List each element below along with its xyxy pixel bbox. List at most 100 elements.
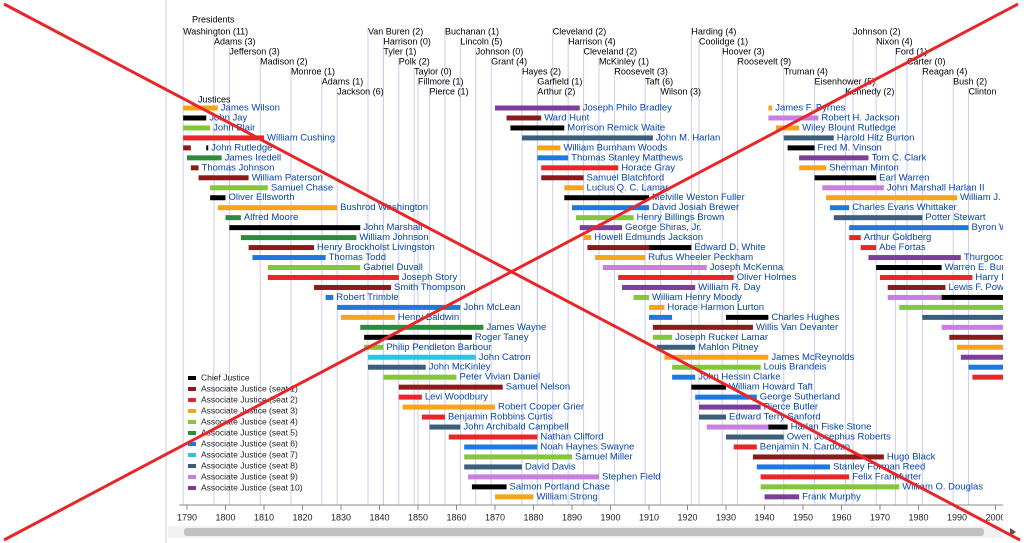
legend-label: Associate Justice (seat 4) [201, 416, 298, 426]
justice-label: Joseph Philo Bradley [583, 103, 672, 114]
term-bar [471, 484, 507, 490]
term-bar [325, 294, 334, 300]
justice-label: Joseph Story [402, 272, 458, 283]
term-bar [768, 424, 788, 430]
justice-label: Benjamin Robbins Curtis [448, 412, 553, 423]
x-tick-label: 1850 [408, 512, 428, 522]
president-label: Hayes (2) [522, 66, 561, 76]
term-bar [240, 235, 357, 241]
president-label: Harrison (4) [568, 36, 616, 46]
term-bar [572, 205, 649, 211]
term-bar [887, 284, 946, 290]
president-label: Monroe (1) [291, 66, 335, 76]
term-bar [922, 314, 1003, 320]
term-bar [183, 145, 191, 151]
justice-label: Melville Weston Fuller [652, 192, 745, 203]
term-bar [960, 354, 1003, 360]
term-bar [649, 304, 665, 310]
x-tick-label: 1860 [446, 512, 466, 522]
legend-swatch [188, 431, 196, 435]
x-tick-label: 1910 [639, 512, 659, 522]
term-bar [506, 115, 542, 121]
president-label: Kennedy (2) [845, 86, 894, 96]
term-bar [972, 374, 1003, 380]
justice-label: Roger Taney [475, 332, 529, 343]
justice-label: Samuel Blatchford [587, 172, 665, 183]
president-label: Cleveland (2) [584, 46, 638, 56]
justice-label: William J. Brennan [960, 192, 1024, 203]
term-bar [383, 374, 457, 380]
term-bar [225, 215, 241, 221]
term-bar [941, 324, 1003, 330]
president-label: Washington (11) [183, 26, 248, 36]
justice-label: Oliver Ellsworth [229, 192, 295, 203]
term-bar [510, 125, 565, 131]
justice-label: Philip Pendleton Barbour [386, 342, 491, 353]
x-tick-label: 1970 [870, 512, 890, 522]
legend-label: Associate Justice (seat 1) [201, 383, 298, 393]
term-bar [198, 175, 249, 181]
justice-label: Horace Harmon Lurton [667, 302, 764, 313]
justice-label: David Davis [525, 461, 576, 472]
justice-label: Mahlon Pitney [698, 342, 758, 353]
term-bar [672, 364, 761, 370]
president-label: Harrison (0) [383, 36, 431, 46]
justices-title: Justices [198, 94, 231, 104]
justice-label: Frank Murphy [802, 491, 861, 502]
presidents-title: Presidents [192, 14, 235, 24]
scrollbar-thumb[interactable] [184, 528, 984, 536]
president-label: Buchanan (1) [445, 26, 499, 36]
justice-label: Charles Evans Whittaker [852, 202, 957, 213]
term-bar [664, 354, 769, 360]
justice-label: Pierce Butler [764, 402, 818, 413]
term-bar [899, 304, 1003, 310]
justice-label: Joseph Rucker Lamar [675, 332, 768, 343]
term-bar [672, 374, 696, 380]
term-bar [537, 155, 569, 161]
justice-label: William Burnham Woods [563, 142, 667, 153]
justice-label: George Sutherland [760, 392, 840, 403]
legend-swatch [188, 376, 196, 380]
justice-label: Alfred Moore [244, 212, 298, 223]
term-bar [783, 135, 834, 141]
term-bar [398, 384, 503, 390]
term-bar [229, 225, 361, 231]
justice-label: Potter Stewart [925, 212, 986, 223]
term-bar [649, 245, 692, 251]
justice-label: William R. Day [698, 282, 761, 293]
justice-label: Willis Van Devanter [756, 322, 838, 333]
president-label: Jefferson (3) [229, 46, 279, 56]
justice-label: Thomas Johnson [202, 162, 275, 173]
president-label: Harding (4) [691, 26, 736, 36]
justice-label: William O. Douglas [902, 481, 983, 492]
justice-label: James Wilson [221, 103, 280, 114]
justice-label: Harold Hitz Burton [837, 132, 915, 143]
term-bar [968, 364, 1003, 370]
term-bar [656, 344, 696, 350]
justice-label: Wiley Blount Rutledge [802, 122, 895, 133]
justice-label: Earl Warren [879, 172, 929, 183]
president-label: Garfield (1) [537, 76, 582, 86]
term-bar [360, 324, 484, 330]
president-label: Truman (4) [784, 66, 828, 76]
president-label: Carter (0) [907, 56, 946, 66]
president-lines [182, 28, 970, 505]
term-bar [726, 314, 769, 320]
term-bar [267, 265, 361, 271]
term-bar [421, 414, 445, 420]
x-tick-label: 1990 [947, 512, 967, 522]
president-label: Bush (2) [953, 76, 987, 86]
term-bar [887, 294, 942, 300]
legend-label: Associate Justice (seat 6) [201, 438, 298, 448]
justice-label: Fred M. Vinson [818, 142, 882, 153]
term-bar [183, 135, 264, 141]
president-label: Hoover (3) [722, 46, 765, 56]
x-tick-label: 1790 [177, 512, 197, 522]
term-bar [595, 255, 646, 261]
justice-label: Warren E. Burger [945, 262, 1019, 273]
president-label: Taft (6) [645, 76, 673, 86]
term-bar [822, 185, 884, 191]
president-label: Adams (3) [214, 36, 256, 46]
president-label: Clinton [969, 86, 997, 96]
term-bar [860, 245, 877, 251]
